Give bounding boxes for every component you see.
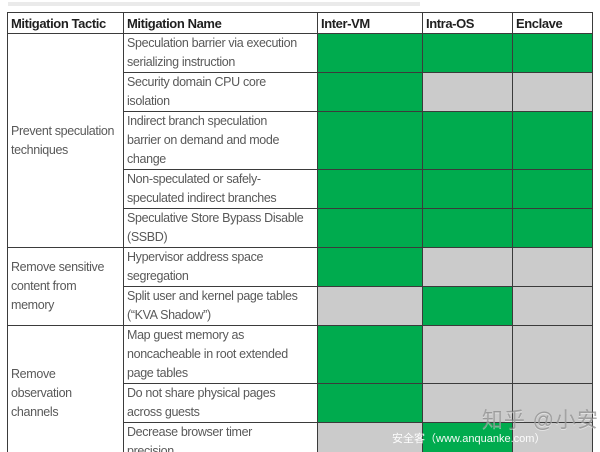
status-cell-enclave bbox=[512, 383, 593, 423]
status-cell-enclave bbox=[512, 111, 593, 170]
cropped-row-remnant bbox=[8, 2, 420, 6]
status-cell-enclave bbox=[512, 422, 593, 452]
status-cell-inter-vm bbox=[317, 33, 423, 73]
status-cell-inter-vm bbox=[317, 208, 423, 248]
mitigation-name-cell: Hypervisor address space segregation bbox=[123, 247, 318, 287]
mitigation-name-cell: Do not share physical pages across guest… bbox=[123, 383, 318, 423]
col-header-mitigation-name: Mitigation Name bbox=[123, 12, 318, 34]
mitigation-name-cell: Speculative Store Bypass Disable (SSBD) bbox=[123, 208, 318, 248]
status-cell-intra-os bbox=[422, 169, 513, 209]
status-cell-intra-os bbox=[422, 286, 513, 326]
mitigation-name-cell: Map guest memory as noncacheable in root… bbox=[123, 325, 318, 384]
col-header-enclave: Enclave bbox=[512, 12, 593, 34]
col-header-intra-os: Intra-OS bbox=[422, 12, 513, 34]
status-cell-intra-os bbox=[422, 33, 513, 73]
status-cell-inter-vm bbox=[317, 325, 423, 384]
table-row: Do not share physical pages across guest… bbox=[8, 383, 593, 423]
status-cell-enclave bbox=[512, 247, 593, 287]
table-row: Security domain CPU core isolation bbox=[8, 72, 593, 112]
status-cell-intra-os bbox=[422, 325, 513, 384]
col-header-inter-vm: Inter-VM bbox=[317, 12, 423, 34]
status-cell-intra-os bbox=[422, 247, 513, 287]
tactic-group-remove-sensitive-content: Remove sensitive content from memory bbox=[7, 247, 124, 326]
status-cell-enclave bbox=[512, 286, 593, 326]
status-cell-intra-os bbox=[422, 422, 513, 452]
tactic-group-remove-observation-channels: Remove observation channels bbox=[7, 325, 124, 452]
status-cell-enclave bbox=[512, 325, 593, 384]
mitigation-name-cell: Split user and kernel page tables (“KVA … bbox=[123, 286, 318, 326]
tactic-group-prevent-speculation: Prevent speculation techniques bbox=[7, 33, 124, 248]
mitigation-name-cell: Speculation barrier via execution serial… bbox=[123, 33, 318, 73]
table-row: Indirect branch speculation barrier on d… bbox=[8, 111, 593, 170]
table-row: Split user and kernel page tables (“KVA … bbox=[8, 286, 593, 326]
status-cell-inter-vm bbox=[317, 286, 423, 326]
status-cell-intra-os bbox=[422, 72, 513, 112]
table-row: Non-speculated or safely- speculated ind… bbox=[8, 169, 593, 209]
status-cell-enclave bbox=[512, 33, 593, 73]
status-cell-intra-os bbox=[422, 208, 513, 248]
status-cell-inter-vm bbox=[317, 247, 423, 287]
mitigation-name-cell: Decrease browser timer precision bbox=[123, 422, 318, 452]
table-row: Remove sensitive content from memory Hyp… bbox=[7, 247, 593, 326]
status-cell-inter-vm bbox=[317, 111, 423, 170]
mitigation-table: Mitigation Tactic Mitigation Name Inter-… bbox=[7, 12, 593, 452]
status-cell-inter-vm bbox=[317, 422, 423, 452]
status-cell-intra-os bbox=[422, 111, 513, 170]
status-cell-inter-vm bbox=[317, 72, 423, 112]
table-row: Remove observation channels Map guest me… bbox=[7, 325, 593, 452]
status-cell-enclave bbox=[512, 169, 593, 209]
status-cell-inter-vm bbox=[317, 169, 423, 209]
status-cell-enclave bbox=[512, 208, 593, 248]
status-cell-enclave bbox=[512, 72, 593, 112]
mitigation-name-cell: Security domain CPU core isolation bbox=[123, 72, 318, 112]
anquanke-watermark: 安全客（www.anquanke.com） bbox=[392, 433, 546, 445]
col-header-mitigation-tactic: Mitigation Tactic bbox=[7, 12, 124, 34]
table-row: Prevent speculation techniques Speculati… bbox=[7, 33, 593, 248]
zhihu-watermark: 知乎 @小安 bbox=[481, 409, 599, 432]
mitigation-name-cell: Non-speculated or safely- speculated ind… bbox=[123, 169, 318, 209]
status-cell-inter-vm bbox=[317, 383, 423, 423]
table-row: Speculative Store Bypass Disable (SSBD) bbox=[8, 208, 593, 248]
table-row: Decrease browser timer precision bbox=[8, 422, 593, 452]
mitigation-name-cell: Indirect branch speculation barrier on d… bbox=[123, 111, 318, 170]
status-cell-intra-os bbox=[422, 383, 513, 423]
header-row: Mitigation Tactic Mitigation Name Inter-… bbox=[7, 12, 593, 34]
